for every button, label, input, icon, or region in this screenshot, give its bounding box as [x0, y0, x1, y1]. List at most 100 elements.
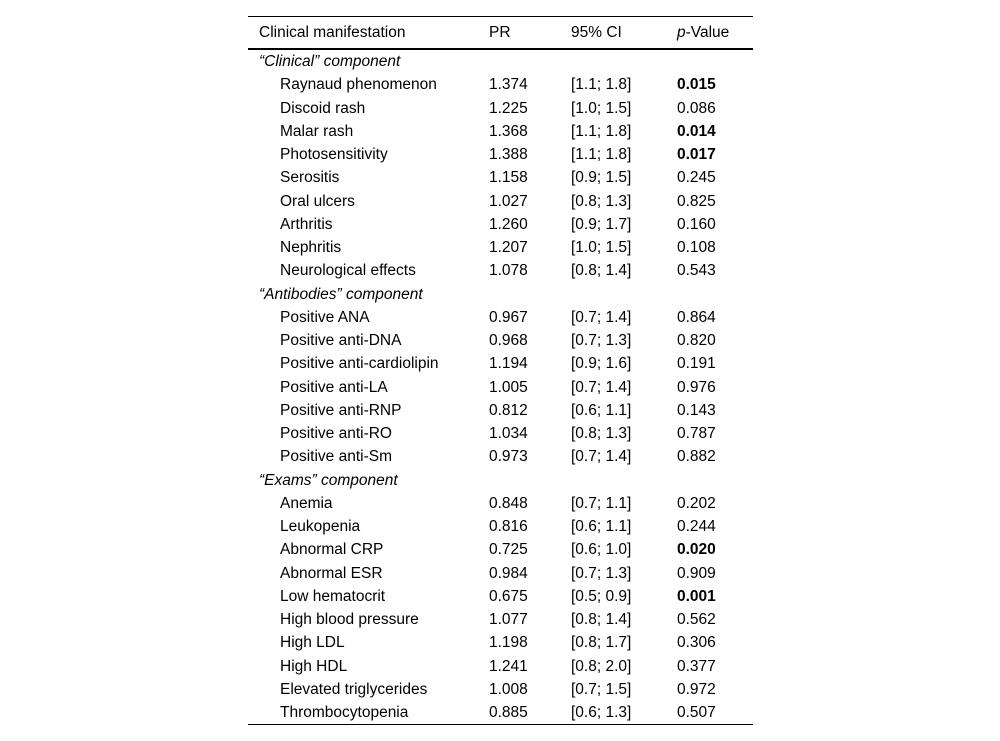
row-pr: 1.005 — [489, 378, 528, 396]
row-p-value: 0.306 — [677, 634, 716, 652]
row-ci: [0.5; 0.9] — [571, 587, 632, 605]
row-pr: 1.078 — [489, 262, 528, 280]
row-pr: 0.984 — [489, 564, 528, 582]
row-manifestation: Malar rash — [280, 122, 354, 140]
row-pr: 1.194 — [489, 355, 528, 373]
column-header-p-value: p-Value — [677, 17, 753, 50]
row-pr: 1.207 — [489, 239, 528, 256]
row-pr: 0.967 — [489, 308, 528, 326]
row-ci: [1.1; 1.8] — [571, 146, 632, 163]
table-row: High blood pressure 1.077 [0.8; 1.4] 0.562 — [248, 608, 753, 631]
row-p-value: 0.086 — [677, 99, 716, 117]
row-pr: 1.034 — [489, 425, 528, 442]
column-header-95ci: 95% CI — [571, 23, 622, 41]
row-manifestation: Anemia — [280, 494, 333, 512]
row-p-value: 0.191 — [677, 355, 716, 373]
table-row: Positive anti-RO 1.034 [0.8; 1.3] 0.787 — [248, 422, 753, 445]
row-ci: [1.1; 1.8] — [571, 122, 632, 140]
row-pr: 0.885 — [489, 704, 528, 721]
row-ci: [0.7; 1.4] — [571, 448, 632, 466]
row-manifestation: Thrombocytopenia — [280, 704, 409, 721]
table-row: Photosensitivity 1.388 [1.1; 1.8] 0.017 — [248, 143, 753, 166]
row-pr: 1.008 — [489, 680, 528, 698]
section-row: “Exams” component — [248, 469, 753, 492]
row-p-value: 0.001 — [677, 587, 716, 605]
row-p-value: 0.245 — [677, 169, 716, 187]
table-row: Oral ulcers 1.027 [0.8; 1.3] 0.825 — [248, 190, 753, 213]
row-ci: [0.7; 1.3] — [571, 564, 632, 582]
row-pr: 1.027 — [489, 192, 528, 210]
table-row: Nephritis 1.207 [1.0; 1.5] 0.108 — [248, 236, 753, 259]
row-ci: [1.0; 1.5] — [571, 99, 632, 117]
p-value-header-p: p — [677, 23, 686, 41]
row-manifestation: Positive anti-RNP — [280, 401, 402, 419]
table-row: High LDL 1.198 [0.8; 1.7] 0.306 — [248, 631, 753, 654]
row-ci: [0.9; 1.5] — [571, 169, 632, 187]
row-manifestation: Raynaud phenomenon — [280, 76, 437, 94]
row-ci: [0.6; 1.3] — [571, 704, 632, 721]
row-p-value: 0.825 — [677, 192, 716, 210]
column-header-pr: PR — [489, 23, 511, 41]
row-ci: [0.7; 1.5] — [571, 680, 632, 698]
row-manifestation: Positive ANA — [280, 308, 370, 326]
row-ci: [0.6; 1.0] — [571, 541, 632, 559]
row-manifestation: Elevated triglycerides — [280, 680, 428, 698]
row-manifestation: High HDL — [280, 657, 348, 675]
table-row: Arthritis 1.260 [0.9; 1.7] 0.160 — [248, 213, 753, 236]
row-pr: 1.260 — [489, 215, 528, 233]
table-row: Discoid rash 1.225 [1.0; 1.5] 0.086 — [248, 97, 753, 120]
table-row: Abnormal ESR 0.984 [0.7; 1.3] 0.909 — [248, 562, 753, 585]
table-row: Positive anti-RNP 0.812 [0.6; 1.1] 0.143 — [248, 399, 753, 422]
row-pr: 1.225 — [489, 99, 528, 117]
row-pr: 1.368 — [489, 122, 528, 140]
section-label: “Exams” component — [259, 471, 398, 489]
row-p-value: 0.377 — [677, 657, 716, 675]
row-ci: [0.7; 1.4] — [571, 378, 632, 396]
row-p-value: 0.787 — [677, 425, 716, 442]
table-row: Positive anti-DNA 0.968 [0.7; 1.3] 0.820 — [248, 329, 753, 352]
table-row: Raynaud phenomenon 1.374 [1.1; 1.8] 0.015 — [248, 73, 753, 96]
table-row: Positive anti-cardiolipin 1.194 [0.9; 1.6]… — [248, 352, 753, 375]
row-ci: [0.7; 1.1] — [571, 494, 632, 512]
row-ci: [0.6; 1.1] — [571, 401, 632, 419]
row-p-value: 0.143 — [677, 401, 716, 419]
table-row: Positive anti-Sm 0.973 [0.7; 1.4] 0.882 — [248, 445, 753, 468]
row-pr: 1.388 — [489, 146, 528, 163]
row-p-value: 0.202 — [677, 494, 716, 512]
table-row: High HDL 1.241 [0.8; 2.0] 0.377 — [248, 655, 753, 678]
row-ci: [1.0; 1.5] — [571, 239, 632, 256]
row-manifestation: Nephritis — [280, 239, 342, 256]
table-row: Positive anti-LA 1.005 [0.7; 1.4] 0.976 — [248, 376, 753, 399]
row-manifestation: Low hematocrit — [280, 587, 386, 605]
section-label: “Clinical” component — [259, 53, 401, 70]
row-p-value: 0.014 — [677, 122, 716, 140]
row-ci: [0.7; 1.4] — [571, 308, 632, 326]
section-label: “Antibodies” component — [259, 285, 423, 303]
table-row: Neurological effects 1.078 [0.8; 1.4] 0.543 — [248, 259, 753, 282]
row-manifestation: High blood pressure — [280, 611, 419, 628]
row-p-value: 0.562 — [677, 611, 716, 628]
row-p-value: 0.020 — [677, 541, 716, 559]
row-pr: 1.077 — [489, 611, 528, 628]
row-manifestation: Arthritis — [280, 215, 333, 233]
table-row: Positive ANA 0.967 [0.7; 1.4] 0.864 — [248, 306, 753, 329]
row-pr: 0.973 — [489, 448, 528, 466]
row-ci: [1.1; 1.8] — [571, 76, 632, 94]
row-ci: [0.7; 1.3] — [571, 332, 632, 349]
row-p-value: 0.909 — [677, 564, 716, 582]
clinical-manifestation-table: Clinical manifestation PR 95% CI p-Value… — [248, 16, 753, 726]
row-manifestation: High LDL — [280, 634, 345, 652]
row-manifestation: Discoid rash — [280, 99, 366, 117]
row-pr: 0.968 — [489, 332, 528, 349]
row-manifestation: Oral ulcers — [280, 192, 355, 210]
row-manifestation: Positive anti-RO — [280, 425, 392, 442]
table-row: Thrombocytopenia 0.885 [0.6; 1.3] 0.507 — [248, 701, 753, 725]
p-value-header-suffix: -Value — [685, 23, 730, 41]
section-row: “Clinical” component — [248, 49, 753, 73]
row-ci: [0.9; 1.6] — [571, 355, 632, 373]
row-p-value: 0.160 — [677, 215, 716, 233]
row-pr: 1.198 — [489, 634, 528, 652]
table-row: Malar rash 1.368 [1.1; 1.8] 0.014 — [248, 120, 753, 143]
row-pr: 1.158 — [489, 169, 528, 187]
